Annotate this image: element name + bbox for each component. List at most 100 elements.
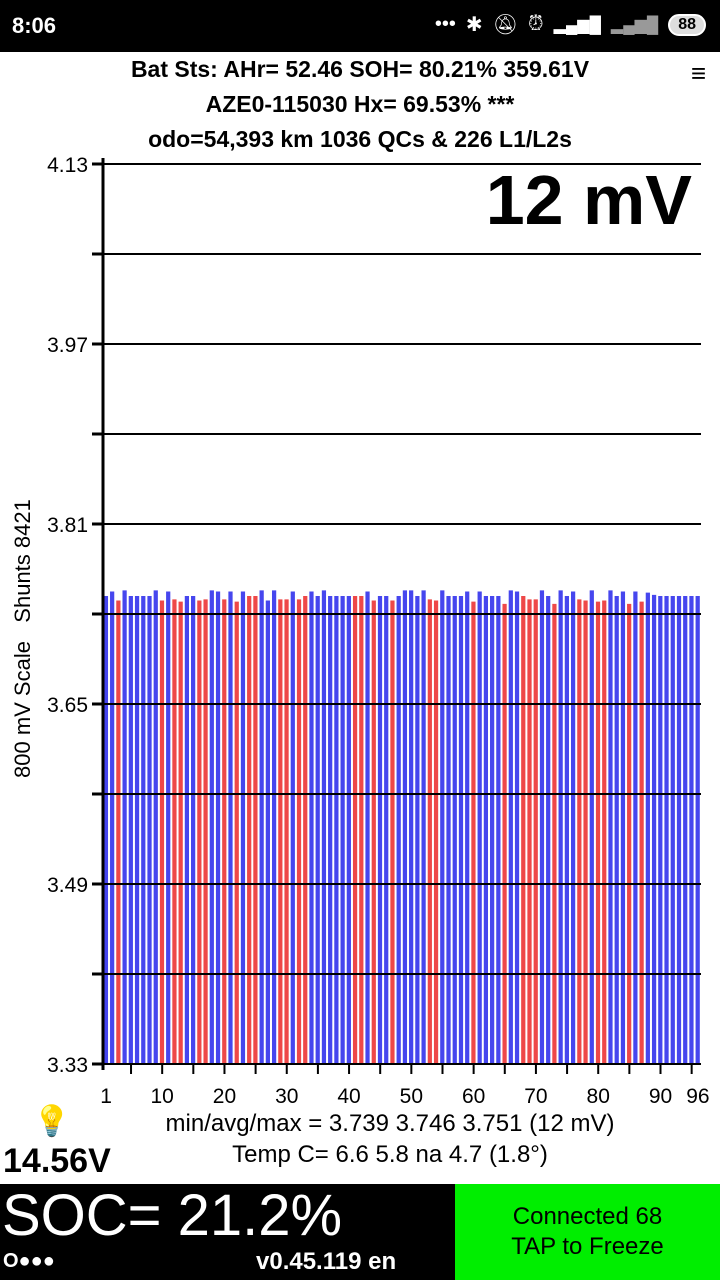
bar-cell-9 bbox=[153, 590, 158, 1064]
menu-icon[interactable]: ≡ bbox=[690, 58, 706, 88]
bar-cell-70 bbox=[533, 599, 538, 1064]
page-dots[interactable]: O●●● bbox=[3, 1250, 55, 1272]
bar-cell-79 bbox=[589, 590, 594, 1064]
bar-cell-11 bbox=[166, 591, 171, 1064]
bar-cell-52 bbox=[421, 590, 426, 1064]
bar-cell-43 bbox=[365, 591, 370, 1064]
bar-cell-57 bbox=[452, 596, 457, 1064]
bar-cell-23 bbox=[240, 591, 246, 1064]
bar-cell-53 bbox=[427, 599, 432, 1064]
bar-cell-32 bbox=[296, 599, 302, 1064]
y-tick-label: 3.65 bbox=[47, 694, 88, 717]
bar-cell-29 bbox=[278, 599, 283, 1064]
freeze-button[interactable]: Connected 68 TAP to Freeze bbox=[455, 1184, 720, 1280]
bar-cell-7 bbox=[141, 596, 146, 1064]
notifications-off-icon: 🔕︎ bbox=[492, 14, 519, 36]
bar-cell-45 bbox=[377, 596, 383, 1064]
bar-cell-40 bbox=[346, 596, 351, 1064]
bar-cell-13 bbox=[178, 601, 183, 1064]
bar-cell-89 bbox=[651, 594, 657, 1064]
bar-cell-58 bbox=[458, 596, 464, 1064]
bar-cell-48 bbox=[396, 596, 401, 1064]
bar-cell-8 bbox=[147, 596, 152, 1064]
bar-cell-1 bbox=[103, 596, 109, 1064]
bar-cell-15 bbox=[191, 596, 196, 1064]
bar-cell-91 bbox=[664, 596, 669, 1064]
bar-cell-35 bbox=[315, 596, 320, 1064]
bar-cell-93 bbox=[676, 596, 682, 1064]
bar-cell-83 bbox=[614, 596, 619, 1064]
bar-cell-68 bbox=[521, 596, 526, 1064]
bar-cell-31 bbox=[290, 591, 295, 1064]
bar-cell-47 bbox=[390, 600, 395, 1064]
x-tick-label: 10 bbox=[150, 1085, 173, 1108]
soc-panel: SOC= 21.2% O●●● v0.45.119 en bbox=[0, 1183, 455, 1280]
bar-cell-38 bbox=[334, 596, 339, 1064]
bar-cell-10 bbox=[159, 600, 165, 1064]
soc-readout: SOC= 21.2% bbox=[2, 1183, 343, 1248]
bar-cell-85 bbox=[627, 603, 632, 1064]
y-tick-label: 3.33 bbox=[47, 1054, 88, 1077]
x-tick-label: 1 bbox=[100, 1085, 112, 1108]
bluetooth-icon: ✱ bbox=[465, 14, 483, 36]
bar-cell-82 bbox=[608, 590, 613, 1064]
cell-voltage-chart: 3.33 3.49 3.65 3.81 3.97 4.13 1 10 20 30 40 50 60 70 8… bbox=[47, 154, 709, 1108]
bar-cell-75 bbox=[564, 596, 569, 1064]
bar-cell-33 bbox=[303, 596, 308, 1064]
bar-cell-62 bbox=[483, 596, 489, 1064]
bar-cell-36 bbox=[321, 590, 327, 1064]
bar-cell-22 bbox=[234, 601, 239, 1064]
cell-spread-readout: 12 mV bbox=[485, 161, 692, 239]
bar-cell-34 bbox=[309, 591, 314, 1064]
bar-cell-56 bbox=[446, 596, 451, 1064]
battery-indicator: 88 bbox=[668, 13, 706, 36]
x-tick-label: 90 bbox=[649, 1085, 672, 1108]
bar-cell-49 bbox=[402, 590, 408, 1064]
app-version: v0.45.119 en bbox=[256, 1248, 397, 1275]
vehicle-id-line: AZE0-115030 Hx= 69.53% *** bbox=[205, 91, 515, 117]
bar-cell-92 bbox=[670, 596, 675, 1064]
more-dots-icon: ••• bbox=[434, 13, 456, 35]
bar-cell-71 bbox=[539, 590, 545, 1064]
bar-cell-6 bbox=[134, 596, 140, 1064]
bar-cell-25 bbox=[253, 596, 258, 1064]
x-tick-label: 96 bbox=[686, 1085, 709, 1108]
bar-cell-94 bbox=[683, 596, 688, 1064]
bar-cell-51 bbox=[415, 596, 420, 1064]
bar-cell-61 bbox=[477, 591, 482, 1064]
alarm-icon: ⏰︎ bbox=[528, 13, 544, 35]
bar-cell-2 bbox=[110, 591, 115, 1064]
bar-cell-14 bbox=[184, 596, 190, 1064]
bar-cell-26 bbox=[259, 590, 264, 1064]
bar-cell-50 bbox=[409, 590, 414, 1064]
bar-cell-96 bbox=[695, 596, 700, 1064]
bar-cell-80 bbox=[595, 601, 601, 1064]
bar-cell-41 bbox=[352, 596, 358, 1064]
bar-cell-16 bbox=[197, 600, 202, 1064]
x-tick-label: 80 bbox=[587, 1085, 610, 1108]
y-tick-label: 4.13 bbox=[47, 154, 88, 177]
bar-cell-42 bbox=[359, 596, 364, 1064]
x-tick-label: 20 bbox=[213, 1085, 236, 1108]
aux-battery-voltage: 14.56V bbox=[3, 1142, 111, 1180]
y-axis-label: 800 mV Scale Shunts 8421 bbox=[10, 499, 35, 778]
bar-cell-18 bbox=[209, 590, 214, 1064]
bar-cell-87 bbox=[639, 601, 644, 1064]
bar-cell-55 bbox=[440, 590, 445, 1064]
bar-cell-78 bbox=[583, 600, 588, 1064]
bar-cell-12 bbox=[172, 599, 177, 1064]
x-tick-label: 40 bbox=[337, 1085, 360, 1108]
bar-cell-17 bbox=[203, 599, 208, 1064]
lightbulb-icon[interactable]: 💡 bbox=[33, 1105, 71, 1138]
bar-cell-90 bbox=[658, 596, 663, 1064]
bar-cell-24 bbox=[247, 596, 252, 1064]
min-avg-max: min/avg/max = 3.739 3.746 3.751 (12 mV) bbox=[165, 1110, 615, 1137]
battery-status-line: Bat Sts: AHr= 52.46 SOH= 80.21% 359.61V bbox=[130, 56, 590, 82]
clock: 8:06 bbox=[12, 13, 57, 38]
bar-cell-28 bbox=[271, 590, 277, 1064]
temperatures: Temp C= 6.6 5.8 na 4.7 (1.8°) bbox=[232, 1141, 548, 1168]
bar-cell-74 bbox=[558, 590, 563, 1064]
y-tick-label: 3.49 bbox=[47, 874, 88, 897]
freeze-label: TAP to Freeze bbox=[511, 1233, 664, 1260]
bar-cell-21 bbox=[228, 591, 233, 1064]
